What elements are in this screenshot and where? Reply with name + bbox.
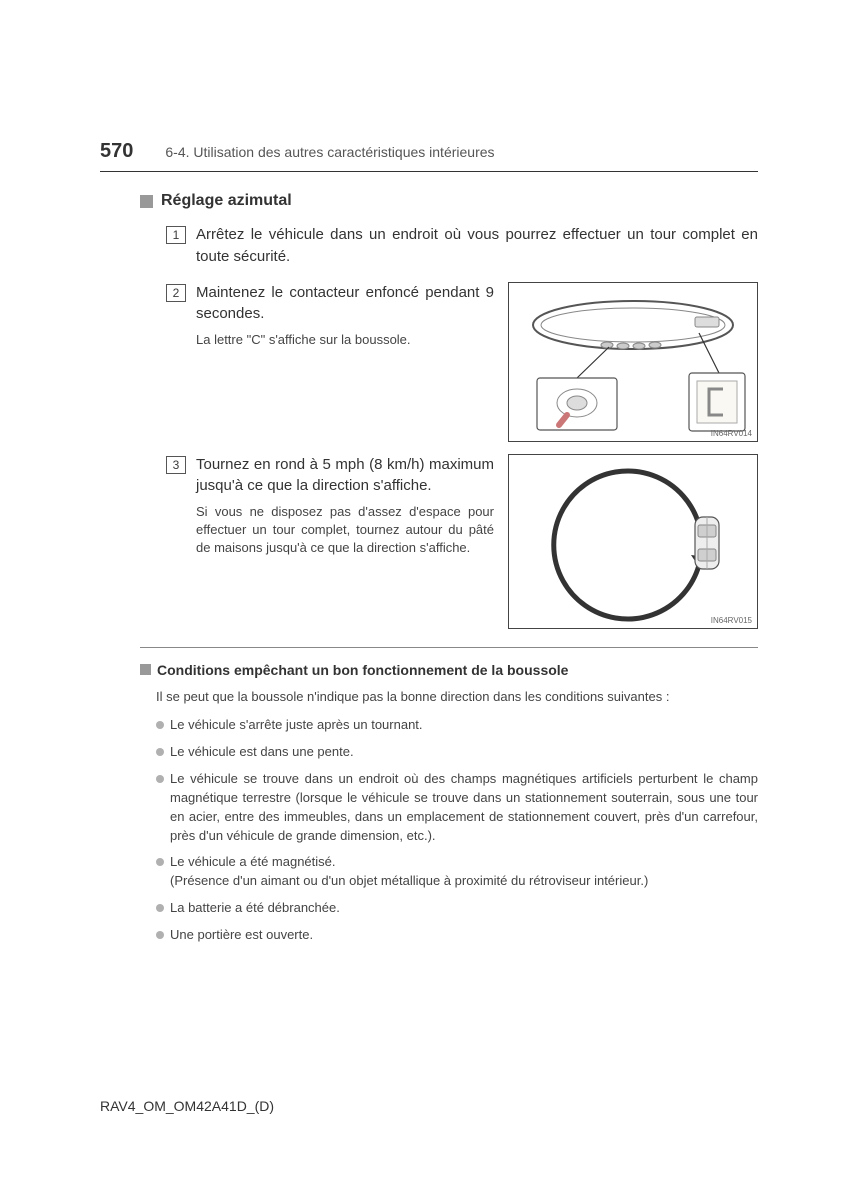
step-number: 2 [166, 284, 186, 302]
bullet-item: La batterie a été débranchée. [156, 899, 758, 918]
step-number: 3 [166, 456, 186, 474]
bullet-item: Le véhicule est dans une pente. [156, 743, 758, 762]
bullet-item: Le véhicule se trouve dans un endroit où… [156, 770, 758, 845]
figure-caption: IN64RV015 [711, 616, 752, 625]
step-3-block: 3 Tournez en rond à 5 mph (8 km/h) maxim… [140, 454, 758, 629]
square-icon [140, 664, 151, 675]
page-header: 570 6-4. Utilisation des autres caractér… [100, 140, 758, 172]
bullet-icon [156, 775, 164, 783]
bullet-icon [156, 721, 164, 729]
bullet-icon [156, 858, 164, 866]
step-3: 3 Tournez en rond à 5 mph (8 km/h) maxim… [166, 454, 494, 558]
square-icon [140, 195, 153, 208]
step-text: Tournez en rond à 5 mph (8 km/h) maximum… [196, 454, 494, 558]
section-path: 6-4. Utilisation des autres caractéristi… [165, 144, 494, 160]
content: Réglage azimutal 1 Arrêtez le véhicule d… [100, 192, 758, 945]
step-text: Maintenez le contacteur enfoncé pendant … [196, 282, 494, 350]
figure-2: IN64RV015 [508, 454, 758, 629]
divider [140, 647, 758, 648]
bullet-text: Le véhicule s'arrête juste après un tour… [170, 716, 423, 735]
bullet-icon [156, 904, 164, 912]
bullet-text: La batterie a été débranchée. [170, 899, 340, 918]
step-main: Maintenez le contacteur enfoncé pendant … [196, 284, 494, 323]
bullet-text: Le véhicule a été magnétisé. (Présence d… [170, 853, 648, 891]
document-footer: RAV4_OM_OM42A41D_(D) [100, 1098, 274, 1114]
subsection-heading: Conditions empêchant un bon fonctionneme… [140, 662, 758, 678]
figure-caption: IN64RV014 [711, 429, 752, 438]
bullet-item: Le véhicule s'arrête juste après un tour… [156, 716, 758, 735]
step-2-block: 2 Maintenez le contacteur enfoncé pendan… [140, 282, 758, 442]
bullet-icon [156, 931, 164, 939]
step-text: Arrêtez le véhicule dans un endroit où v… [196, 224, 758, 268]
step-2: 2 Maintenez le contacteur enfoncé pendan… [166, 282, 494, 350]
topic-heading: Réglage azimutal [140, 192, 758, 210]
step-1: 1 Arrêtez le véhicule dans un endroit où… [140, 224, 758, 268]
bullet-text: Le véhicule se trouve dans un endroit où… [170, 770, 758, 845]
step-number: 1 [166, 226, 186, 244]
bullet-item: Le véhicule a été magnétisé. (Présence d… [156, 853, 758, 891]
page-number: 570 [100, 140, 133, 163]
figure-1: IN64RV014 [508, 282, 758, 442]
step-main: Tournez en rond à 5 mph (8 km/h) maximum… [196, 456, 494, 495]
bullet-icon [156, 748, 164, 756]
bullet-item: Une portière est ouverte. [156, 926, 758, 945]
subsection-title: Conditions empêchant un bon fonctionneme… [157, 662, 568, 678]
circle-drive-icon [509, 455, 757, 628]
bullet-text: Le véhicule est dans une pente. [170, 743, 354, 762]
topic-title: Réglage azimutal [161, 192, 292, 210]
bullet-text: Une portière est ouverte. [170, 926, 313, 945]
step-note: La lettre "C" s'affiche sur la boussole. [196, 331, 494, 349]
step-note: Si vous ne disposez pas d'assez d'espace… [196, 503, 494, 558]
intro-paragraph: Il se peut que la boussole n'indique pas… [156, 688, 758, 707]
mirror-illustration-icon [509, 283, 757, 441]
